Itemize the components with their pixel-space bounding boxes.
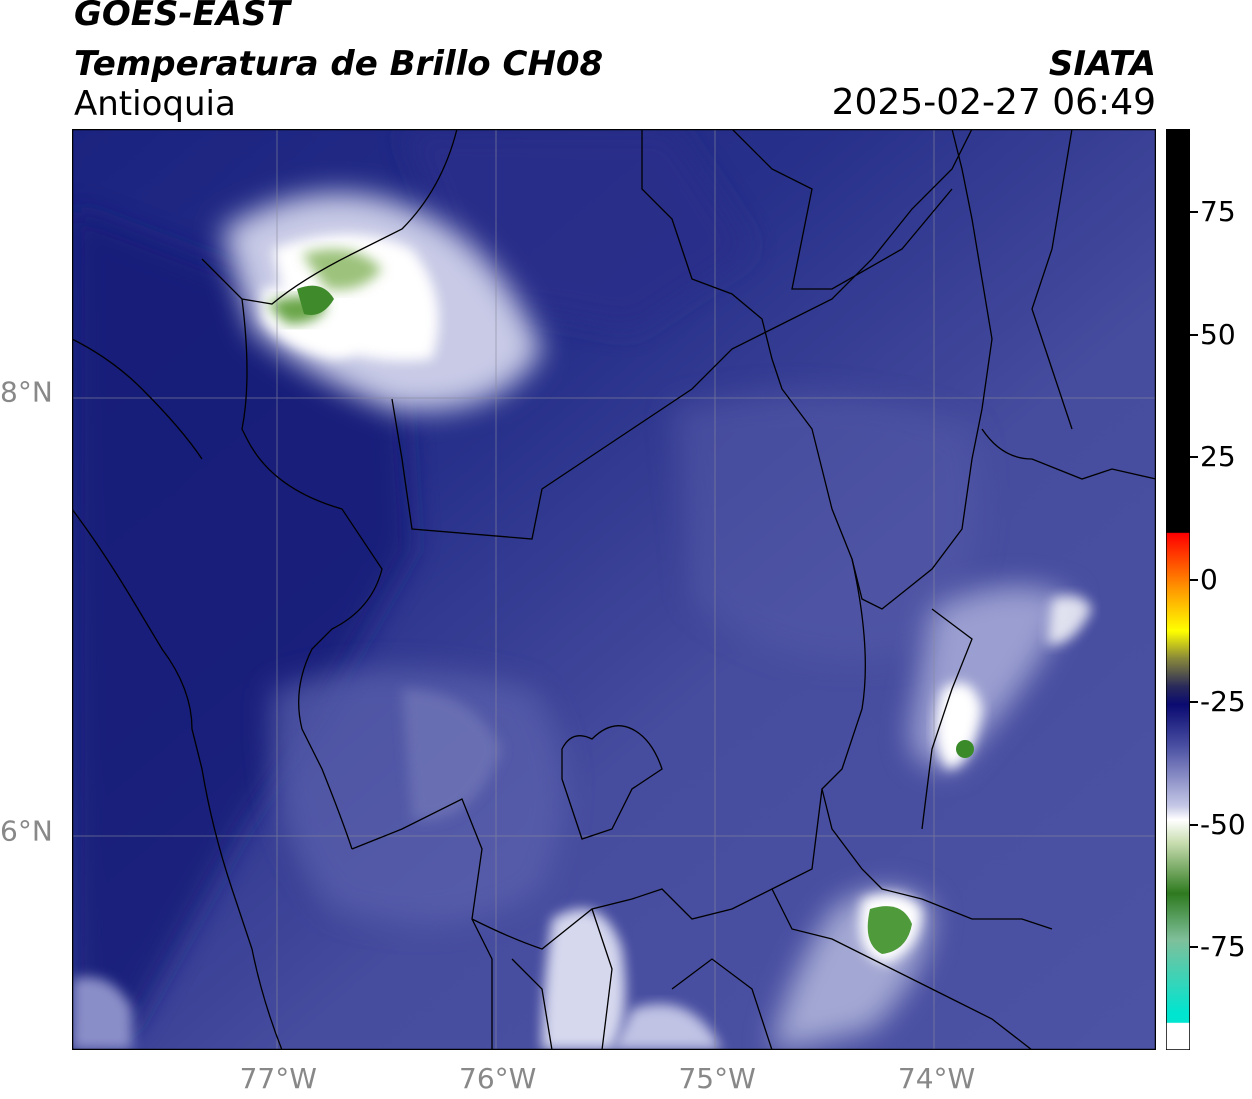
- graticule: [72, 129, 1156, 1050]
- colorbar-tick-label: -75: [1200, 930, 1246, 964]
- colorbar-tick-mark: [1190, 701, 1198, 704]
- longitude-label: 75°W: [678, 1062, 756, 1095]
- longitude-label: 74°W: [897, 1062, 976, 1095]
- colorbar-tick-label: 0: [1200, 562, 1218, 596]
- colorbar-tick-label: -50: [1200, 807, 1246, 841]
- colorbar-tick-label: 75: [1200, 195, 1236, 229]
- product-title: Temperatura de Brillo CH08: [74, 44, 604, 84]
- longitude-label: 76°W: [459, 1062, 537, 1095]
- colorbar-tick-mark: [1190, 946, 1198, 949]
- datetime-label: 2025-02-27 06:49: [831, 82, 1156, 123]
- region-label: Antioquia: [74, 84, 236, 124]
- latitude-label: 8°N: [0, 375, 53, 409]
- colorbar-tick-mark: [1190, 823, 1198, 826]
- colorbar-tick-mark: [1190, 456, 1198, 459]
- colorbar-tick-mark: [1190, 211, 1198, 214]
- colorbar-tick-label: -25: [1200, 685, 1246, 719]
- colorbar-tick-label: 25: [1200, 440, 1236, 474]
- brightness-temperature-map: [72, 129, 1156, 1050]
- agency-label: SIATA: [1048, 44, 1156, 84]
- colorbar-tick-label: 50: [1200, 317, 1236, 351]
- colorbar-tick-mark: [1190, 578, 1198, 581]
- longitude-label: 77°W: [239, 1062, 317, 1095]
- latitude-label: 6°N: [0, 814, 53, 848]
- colorbar-tick-mark: [1190, 333, 1198, 336]
- administrative-borders: [72, 129, 1156, 1050]
- temperature-field: [72, 129, 1156, 1050]
- map-frame: [72, 129, 1156, 1050]
- satellite-title: GOES-EAST: [74, 0, 290, 34]
